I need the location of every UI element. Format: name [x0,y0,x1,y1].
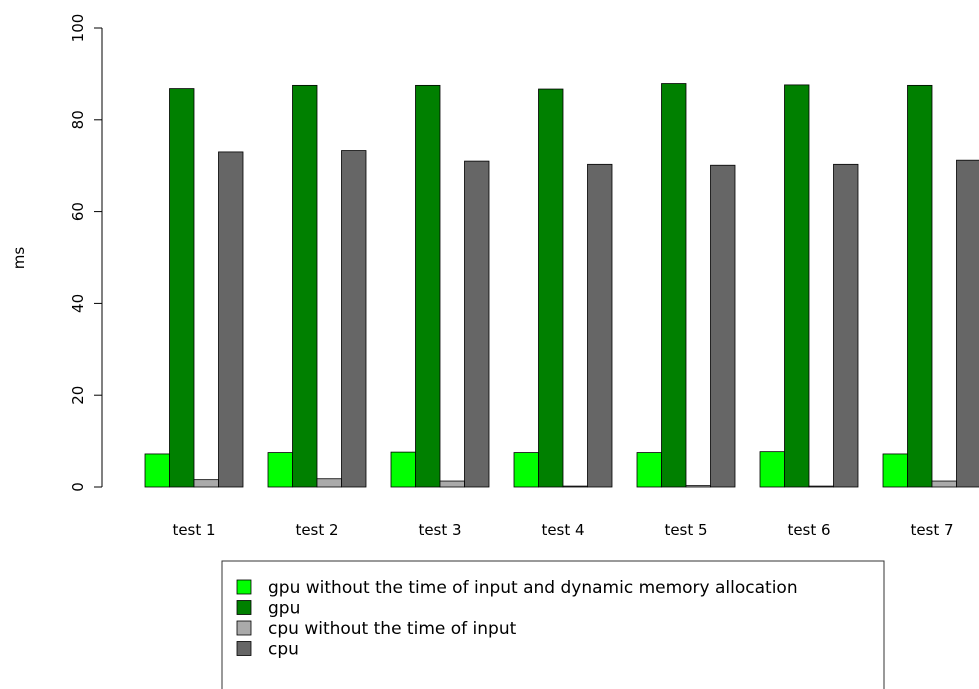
bar [341,150,367,488]
bar [415,84,441,488]
x-tick-label: test 4 [541,521,584,539]
legend-label: gpu [268,599,300,619]
x-tick-label: test 5 [664,521,707,539]
x-tick-label: test 7 [910,521,953,539]
bar [390,451,416,488]
legend-swatch [236,579,252,595]
y-tick-label: 60 [69,202,87,221]
y-tick-label: 100 [69,14,87,43]
bar [759,451,785,488]
bar [169,88,195,488]
y-axis-title: ms [10,247,28,270]
bars [144,83,979,488]
bar [513,452,539,488]
y-tick-label: 20 [69,386,87,405]
legend-swatch [236,600,252,615]
bar [316,478,342,488]
x-tick-labels: test 1 test 2 test 3 test 4 test 5 test 6 test… [172,521,953,539]
bar [464,160,490,488]
y-tick-label: 80 [69,110,87,129]
bar [685,485,711,488]
bar [144,453,170,488]
legend-label: cpu without the time of input [268,619,517,639]
legend-label: gpu without the time of input and dynami… [268,578,798,598]
bar [956,159,979,488]
bar [710,164,736,488]
bar [267,452,293,488]
x-tick-label: test 3 [418,521,461,539]
x-tick-label: test 2 [295,521,338,539]
bar [587,163,613,488]
bar [636,452,662,488]
legend: gpu without the time of input and dynami… [221,560,885,689]
legend-label: cpu [268,640,299,660]
y-axis: 0 20 40 60 80 100 [69,14,103,492]
bar [931,480,957,488]
bar [882,453,908,488]
legend-swatch [236,641,252,656]
bar [808,485,834,488]
legend-box [221,560,885,689]
bar [193,479,219,488]
x-tick-label: test 6 [787,521,830,539]
bar [562,485,588,488]
bar [439,480,465,488]
bar [292,84,318,488]
bar [538,88,564,488]
bar [784,84,810,488]
x-tick-label: test 1 [172,521,215,539]
bar [833,163,859,488]
bar [907,84,933,488]
y-tick-label: 0 [69,482,87,492]
legend-swatch [236,620,252,636]
y-tick-label: 40 [69,294,87,313]
bar [218,151,244,488]
bar [661,83,687,488]
